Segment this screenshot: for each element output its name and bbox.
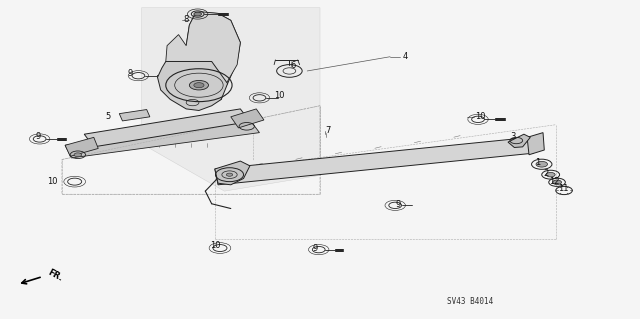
Circle shape (194, 83, 204, 88)
Text: 10: 10 (274, 91, 285, 100)
Circle shape (546, 173, 555, 177)
Polygon shape (84, 109, 250, 147)
Text: 4: 4 (402, 52, 408, 61)
Polygon shape (65, 120, 259, 158)
Text: 9: 9 (35, 132, 40, 141)
Polygon shape (215, 137, 534, 185)
Polygon shape (141, 8, 320, 191)
Text: 5: 5 (105, 112, 111, 121)
Text: 10: 10 (211, 241, 221, 250)
Circle shape (189, 80, 209, 90)
Text: 10: 10 (47, 176, 58, 186)
Polygon shape (119, 109, 150, 121)
Polygon shape (231, 109, 264, 128)
Text: 11: 11 (557, 184, 568, 193)
Polygon shape (65, 137, 99, 156)
Circle shape (536, 161, 547, 167)
Polygon shape (166, 12, 241, 103)
Text: 3: 3 (510, 132, 515, 141)
Circle shape (552, 180, 561, 184)
Text: SV43 B4014: SV43 B4014 (447, 297, 493, 306)
Polygon shape (508, 134, 531, 147)
Text: 6: 6 (290, 61, 296, 70)
Polygon shape (157, 62, 228, 110)
Text: 12: 12 (549, 176, 560, 186)
Text: FR.: FR. (46, 268, 64, 283)
Text: 8: 8 (184, 15, 189, 24)
Polygon shape (186, 12, 241, 100)
Text: 1: 1 (536, 158, 541, 167)
Circle shape (227, 173, 233, 176)
Text: 2: 2 (543, 169, 548, 178)
Polygon shape (215, 161, 250, 185)
Polygon shape (527, 133, 544, 155)
Text: 9: 9 (395, 200, 401, 209)
Text: 7: 7 (325, 126, 330, 135)
Text: 9: 9 (127, 69, 133, 78)
Text: 9: 9 (312, 244, 317, 254)
Circle shape (194, 12, 202, 16)
Circle shape (74, 153, 82, 157)
Text: 10: 10 (475, 112, 485, 121)
